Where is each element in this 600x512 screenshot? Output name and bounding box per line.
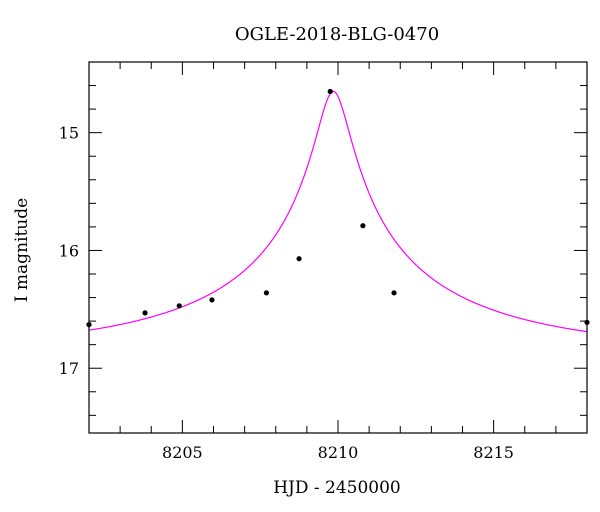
data-point [209, 297, 215, 303]
plot-frame [88, 61, 588, 434]
tick-labels: 8205 8210 8215 15 16 17 [59, 124, 514, 462]
data-point [391, 290, 397, 296]
model-curve [88, 90, 588, 333]
x-tick-label: 8215 [473, 443, 514, 462]
data-point [327, 88, 333, 95]
chart-title: OGLE-2018-BLG-0470 [235, 24, 439, 45]
x-tick-label: 8210 [318, 443, 359, 462]
data-point [176, 303, 182, 309]
model-line [88, 90, 588, 333]
data-point [263, 290, 270, 296]
data-points [86, 88, 590, 328]
y-tick-label: 15 [59, 124, 79, 143]
data-point [296, 256, 302, 262]
x-tick-label: 8205 [162, 443, 203, 462]
data-point [360, 223, 366, 229]
y-tick-label: 16 [59, 241, 79, 260]
y-axis-label: I magnitude [12, 198, 32, 302]
axis-ticks [88, 61, 588, 433]
data-point [142, 310, 148, 316]
y-tick-label: 17 [59, 359, 79, 378]
x-axis-label: HJD - 2450000 [273, 478, 401, 498]
